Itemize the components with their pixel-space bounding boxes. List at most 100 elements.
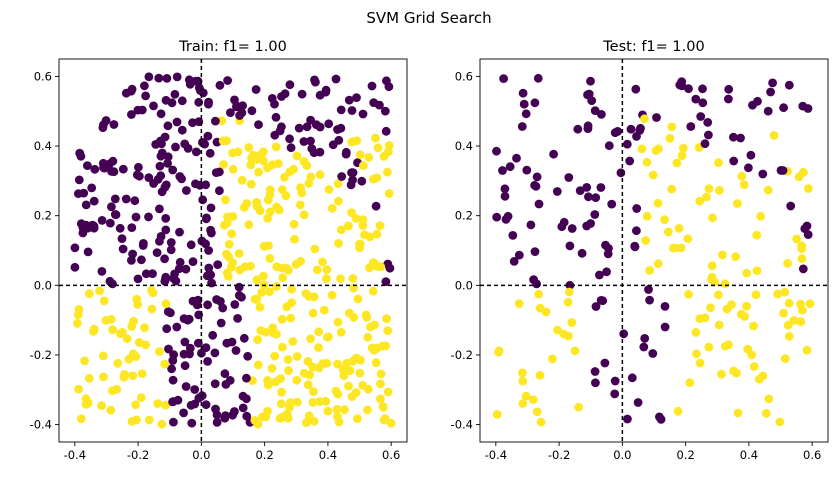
point-class-1 [708, 213, 717, 223]
point-class-1 [732, 368, 741, 378]
point-class-0 [519, 99, 529, 109]
point-class-1 [754, 374, 764, 384]
point-class-0 [514, 250, 524, 260]
point-class-0 [185, 349, 194, 359]
point-class-1 [383, 387, 393, 397]
point-class-0 [367, 81, 377, 91]
point-class-0 [311, 77, 320, 87]
point-class-1 [113, 358, 123, 368]
point-class-0 [168, 165, 178, 175]
point-class-0 [530, 98, 540, 108]
point-class-0 [333, 125, 342, 134]
point-class-1 [292, 375, 302, 385]
point-class-0 [168, 397, 178, 407]
point-class-1 [112, 384, 122, 394]
point-class-1 [319, 305, 329, 315]
point-class-0 [285, 134, 294, 144]
point-class-0 [786, 201, 796, 211]
point-class-0 [190, 385, 200, 394]
point-class-1 [144, 415, 154, 425]
point-class-1 [342, 358, 352, 368]
point-class-0 [177, 125, 187, 135]
point-class-1 [518, 376, 528, 386]
point-class-0 [188, 118, 197, 128]
point-class-1 [280, 172, 289, 182]
point-class-1 [277, 314, 287, 324]
point-class-0 [530, 180, 539, 190]
point-class-1 [355, 368, 365, 378]
point-class-0 [703, 118, 713, 127]
point-class-0 [204, 246, 214, 255]
point-class-0 [181, 382, 191, 391]
point-class-0 [110, 210, 120, 219]
point-class-0 [212, 418, 222, 427]
point-class-1 [282, 409, 292, 419]
point-class-0 [586, 76, 595, 86]
point-class-1 [355, 150, 365, 160]
point-class-0 [622, 139, 632, 149]
point-class-1 [283, 355, 293, 364]
point-class-0 [321, 85, 331, 95]
point-class-1 [278, 273, 288, 283]
point-class-0 [590, 210, 600, 219]
point-class-0 [286, 143, 296, 153]
point-class-1 [802, 345, 812, 355]
point-class-0 [83, 247, 93, 257]
point-class-0 [348, 168, 358, 178]
y-tick-label: 0.6 [455, 69, 473, 83]
point-class-0 [251, 85, 261, 94]
point-class-1 [718, 250, 727, 260]
point-class-0 [172, 322, 182, 332]
point-class-1 [383, 326, 393, 335]
point-class-0 [596, 183, 606, 192]
y-tick-label: -0.2 [451, 348, 473, 362]
point-class-1 [660, 215, 669, 225]
point-class-1 [322, 274, 331, 284]
point-class-1 [695, 358, 705, 368]
point-class-0 [347, 106, 357, 115]
x-tick-label: -0.4 [485, 448, 507, 462]
point-class-1 [272, 282, 281, 291]
point-class-0 [202, 213, 211, 223]
point-class-0 [156, 232, 166, 241]
point-class-1 [642, 211, 652, 221]
point-class-1 [259, 271, 268, 281]
point-class-1 [678, 143, 688, 153]
point-class-0 [238, 403, 248, 413]
point-class-1 [663, 227, 673, 237]
point-class-1 [292, 352, 302, 361]
point-class-0 [180, 361, 190, 371]
point-class-1 [263, 406, 272, 416]
point-class-0 [109, 120, 119, 129]
point-class-1 [308, 308, 318, 318]
point-class-1 [340, 405, 349, 414]
point-class-1 [348, 274, 358, 283]
point-class-0 [582, 183, 592, 192]
point-class-1 [296, 183, 305, 193]
point-class-0 [127, 223, 137, 233]
point-class-0 [602, 267, 611, 277]
point-class-0 [156, 136, 165, 146]
point-class-0 [704, 130, 713, 140]
point-class-1 [89, 324, 99, 334]
axes-frame [479, 58, 829, 443]
point-class-1 [318, 257, 327, 267]
point-class-1 [749, 321, 758, 331]
point-class-1 [518, 399, 528, 408]
point-class-1 [344, 381, 353, 391]
point-class-0 [598, 296, 608, 306]
point-class-1 [784, 332, 794, 341]
point-class-0 [201, 343, 211, 352]
point-class-0 [508, 231, 518, 240]
point-class-0 [591, 302, 601, 311]
point-class-1 [733, 199, 742, 208]
point-class-0 [275, 126, 285, 136]
point-class-1 [769, 131, 779, 140]
point-class-0 [297, 89, 307, 99]
x-tick-label: -0.2 [127, 448, 149, 462]
point-class-0 [177, 174, 187, 184]
point-class-1 [80, 356, 89, 366]
point-class-1 [677, 151, 687, 161]
point-class-0 [105, 159, 114, 169]
